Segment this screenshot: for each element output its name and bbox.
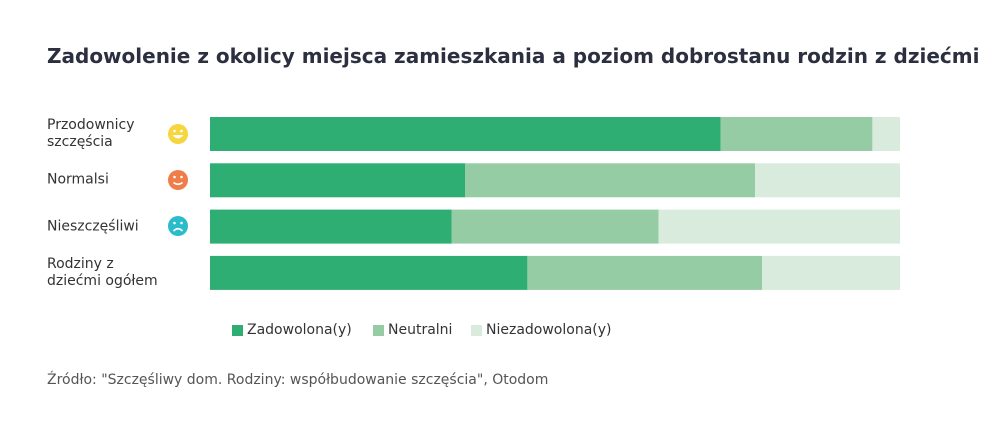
bar-segment xyxy=(872,117,900,151)
bar-segment xyxy=(658,209,900,244)
bar-segment xyxy=(210,209,452,244)
emoji-sad xyxy=(168,216,188,236)
legend-swatch xyxy=(232,324,243,336)
bar-segment xyxy=(755,163,900,198)
legend-item: Niezadowolona(y) xyxy=(471,322,612,338)
chart-title: Zadowolenie z okolicy miejsca zamieszkan… xyxy=(47,44,980,68)
emoji-neutral xyxy=(168,170,188,190)
bar-segment xyxy=(210,163,466,198)
legend-label: Neutralni xyxy=(388,322,453,338)
bar-segment xyxy=(451,209,659,244)
bar-segment xyxy=(720,117,873,151)
legend-swatch xyxy=(471,324,482,336)
bar-segment xyxy=(210,117,721,151)
emoji-happy xyxy=(168,124,188,144)
legend-item: Neutralni xyxy=(373,322,452,338)
legend-label: Niezadowolona(y) xyxy=(486,322,612,338)
legend-swatch xyxy=(373,324,384,336)
bar-segment xyxy=(527,255,762,290)
category-label: Rodziny z dziećmi ogółem xyxy=(47,255,158,289)
bar-segment xyxy=(762,255,900,290)
legend-label: Zadowolona(y) xyxy=(247,322,352,338)
bar-segment xyxy=(210,255,528,290)
bar-segment xyxy=(465,163,756,198)
category-label: Normalsi xyxy=(47,171,109,188)
category-label: Przodownicy szczęścia xyxy=(47,117,135,150)
category-label: Nieszczęśliwi xyxy=(47,218,139,235)
source: Źródło: "Szczęśliwy dom. Rodziny: współb… xyxy=(47,372,549,388)
legend-item: Zadowolona(y) xyxy=(232,322,352,338)
